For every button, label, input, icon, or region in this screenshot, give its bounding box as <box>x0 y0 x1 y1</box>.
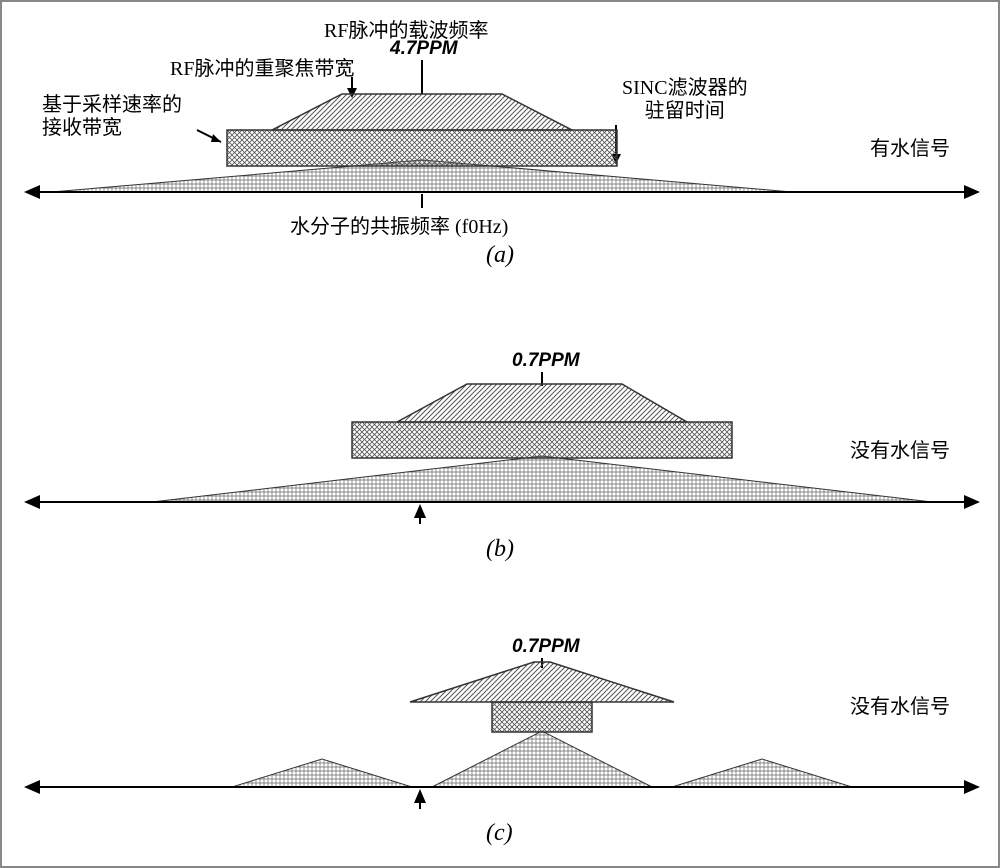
shape-rxband-c <box>492 702 592 732</box>
axis-c-right-arrow <box>964 780 980 794</box>
panel-c: 0.7PPM 没有水信号 (c) <box>2 2 1000 862</box>
shape-rftrap-c <box>410 662 674 702</box>
label-ppm-c: 0.7PPM <box>512 636 580 658</box>
figure-canvas: RF脉冲的载波频率 RF脉冲的重聚焦带宽 基于采样速率的 接收带宽 SINC滤波… <box>0 0 1000 868</box>
axis-c-left-arrow <box>24 780 40 794</box>
shape-sinc-main-c <box>432 731 652 789</box>
caption-c: (c) <box>486 820 513 847</box>
axis-c <box>37 786 967 788</box>
shape-sinc-side-l-c <box>232 759 412 789</box>
shape-sinc-side-r-c <box>672 759 852 789</box>
res-arrow-stem-c <box>419 801 421 809</box>
label-nowater-c: 没有水信号 <box>850 690 950 719</box>
